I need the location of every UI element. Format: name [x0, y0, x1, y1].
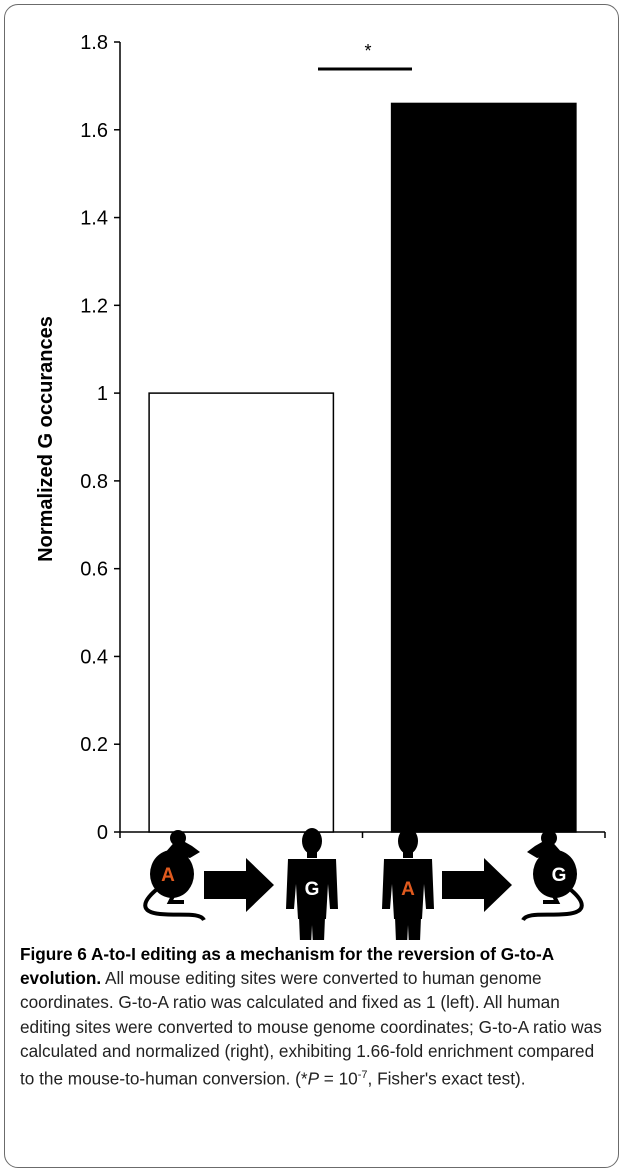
- y-tick-label: 1.6: [80, 120, 108, 142]
- bar-chart: 0 0.2 0.4 0.6 0.8 1 1.2 1.4 1.6 1.8 Normalized G …: [35, 32, 606, 940]
- y-tick-label: 1.4: [80, 208, 108, 230]
- caption-title: Figure 6 A-to-I editing as a mechanism f…: [20, 944, 554, 989]
- species-icons: AG AG: [143, 828, 584, 940]
- y-axis-label: Normalized G occurances: [35, 316, 57, 562]
- y-tick-label: 0.6: [80, 559, 108, 581]
- caption-p-label: P: [307, 1068, 320, 1089]
- y-tick-label: 1: [97, 383, 108, 405]
- y-tick-label: 0.4: [80, 646, 108, 668]
- caption-p-exponent: -7: [357, 1069, 368, 1082]
- significance-bracket: *: [318, 41, 412, 71]
- bar-human-to-mouse: [390, 102, 577, 833]
- y-tick-label: 0: [97, 822, 108, 844]
- mouse-icon-left-source: A: [143, 830, 206, 922]
- y-tick-label: 0.2: [80, 734, 108, 756]
- human-icon-right-source-letter: A: [401, 879, 415, 900]
- figure-frame: [4, 4, 619, 1168]
- caption-body: All mouse editing sites were converted t…: [20, 968, 602, 1089]
- mouse-icon-left-source-letter: A: [161, 865, 175, 886]
- y-tick-label: 0.8: [80, 471, 108, 493]
- mouse-icon-right-target-letter: G: [552, 865, 567, 886]
- chart-bars: [148, 102, 577, 833]
- bar-mouse-to-human: [148, 392, 335, 833]
- chart-ticks: 0 0.2 0.4 0.6 0.8 1 1.2 1.4 1.6 1.8: [80, 32, 606, 844]
- arrow-right-icon: [204, 858, 274, 912]
- mouse-icon-right-target: G: [521, 830, 584, 922]
- caption-p-eq: = 10: [319, 1068, 358, 1089]
- figure-caption: Figure 6 A-to-I editing as a mechanism f…: [20, 942, 610, 1091]
- y-tick-label: 1.2: [80, 295, 108, 317]
- human-icon-right-source: A: [382, 828, 434, 940]
- significance-asterisk: *: [364, 41, 371, 61]
- caption-tail: , Fisher's exact test).: [367, 1068, 526, 1089]
- human-icon-left-target: G: [286, 828, 338, 940]
- y-tick-label: 1.8: [80, 32, 108, 54]
- arrow-right-icon: [442, 858, 512, 912]
- human-icon-left-target-letter: G: [305, 879, 320, 900]
